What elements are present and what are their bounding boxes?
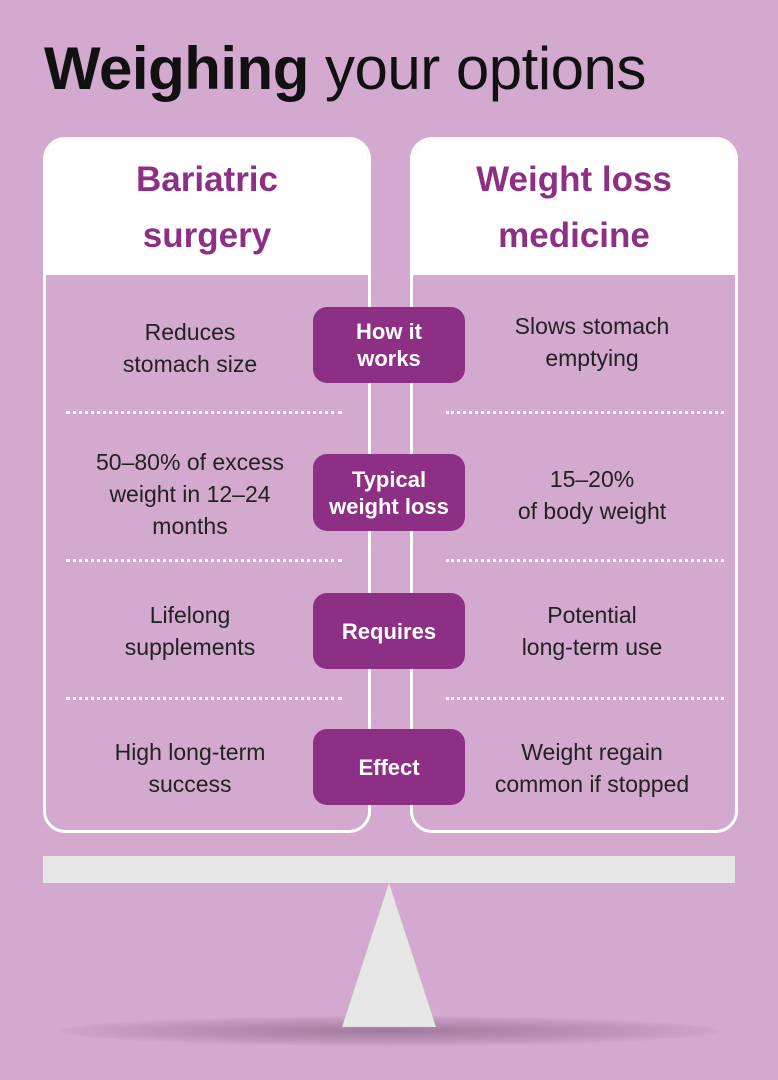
column-heading-left: Bariatric surgery <box>135 159 279 255</box>
balance-scale-icon <box>342 883 436 1027</box>
row-label-typical-weight-loss: Typical weight loss <box>313 454 465 531</box>
row-typical-weight-loss-right: 15–20% of body weight <box>517 466 667 524</box>
row-how-it-works-right: Slows stomach emptying <box>514 313 670 371</box>
title-bold: Weighing <box>44 35 309 102</box>
row-requires-right: Potential long-term use <box>521 602 663 660</box>
scale-beam <box>43 856 735 883</box>
page-title: Weighing your options <box>44 30 646 108</box>
row-effect-left: High long-term success <box>114 739 266 797</box>
title-light: your options <box>325 35 646 102</box>
row-label-effect: Effect <box>313 729 465 805</box>
row-how-it-works-left: Reduces stomach size <box>122 319 258 377</box>
divider-right <box>446 559 724 562</box>
divider-left <box>66 697 342 700</box>
card-header-left: Bariatric surgery <box>46 140 368 275</box>
divider-right <box>446 697 724 700</box>
divider-right <box>446 411 724 414</box>
column-heading-right: Weight loss medicine <box>476 159 672 255</box>
row-label-how-it-works: How it works <box>313 307 465 383</box>
divider-left <box>66 411 342 414</box>
row-requires-left: Lifelong supplements <box>124 602 256 660</box>
row-typical-weight-loss-left: 50–80% of excess weight in 12–24 months <box>96 449 284 539</box>
row-effect-right: Weight regain common if stopped <box>494 739 690 797</box>
card-header-right: Weight loss medicine <box>413 140 735 275</box>
row-label-requires: Requires <box>313 593 465 669</box>
divider-left <box>66 559 342 562</box>
